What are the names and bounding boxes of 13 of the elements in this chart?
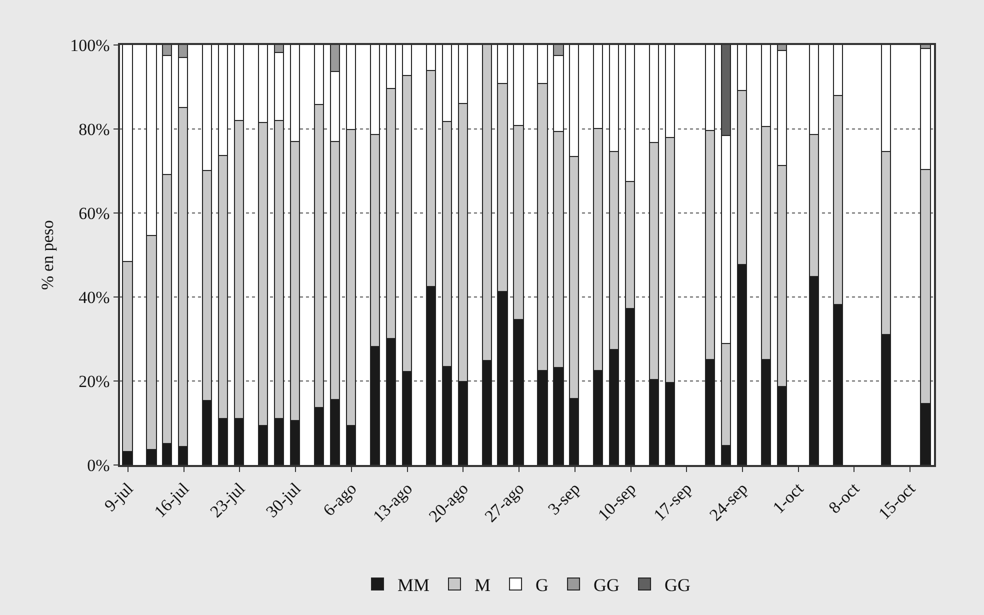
legend-label: MM xyxy=(398,575,430,596)
y-tick-label: 20% xyxy=(78,372,110,391)
y-axis-title: % en peso xyxy=(38,220,58,290)
y-tick-label: 40% xyxy=(78,288,110,307)
legend-label: GG xyxy=(594,575,620,596)
legend-label: G xyxy=(536,575,549,596)
y-tick-label: 60% xyxy=(78,204,110,223)
x-tick-label: 8-oct xyxy=(824,478,864,518)
y-tick-label: 100% xyxy=(70,36,110,55)
legend-label: GG xyxy=(664,575,691,596)
y-tick-label: 80% xyxy=(78,120,110,139)
y-tick-label: 0% xyxy=(87,456,110,475)
legend-label: M xyxy=(474,575,491,596)
